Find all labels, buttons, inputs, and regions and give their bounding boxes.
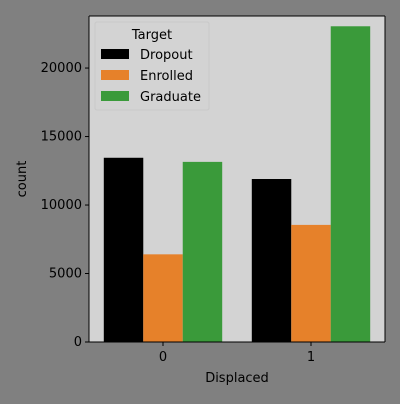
bar-dropout-1 (251, 179, 292, 342)
legend-title: Target (131, 28, 172, 43)
y-tick-label: 0 (74, 335, 82, 350)
bar-graduate-0 (182, 161, 223, 342)
bar-dropout-0 (103, 157, 144, 342)
x-axis-label: Displaced (205, 371, 269, 386)
legend-swatch-graduate (101, 91, 129, 101)
x-tick-label: 0 (159, 350, 167, 365)
bar-graduate-1 (330, 26, 371, 343)
y-tick-label: 15000 (41, 130, 82, 145)
bar-enrolled-1 (291, 224, 331, 342)
legend: Target Dropout Enrolled Graduate (94, 21, 210, 111)
y-tick-label: 20000 (41, 61, 82, 76)
y-tick-label: 5000 (49, 267, 82, 282)
y-tick-label: 10000 (41, 198, 82, 213)
legend-label-enrolled: Enrolled (140, 69, 193, 84)
legend-swatch-dropout (101, 49, 129, 59)
y-axis-label: count (15, 161, 30, 198)
x-tick-label: 1 (307, 350, 315, 365)
legend-label-graduate: Graduate (140, 90, 201, 105)
legend-swatch-enrolled (101, 70, 129, 80)
legend-label-dropout: Dropout (140, 48, 193, 63)
legend-box (94, 21, 210, 111)
bar-enrolled-0 (143, 254, 183, 342)
